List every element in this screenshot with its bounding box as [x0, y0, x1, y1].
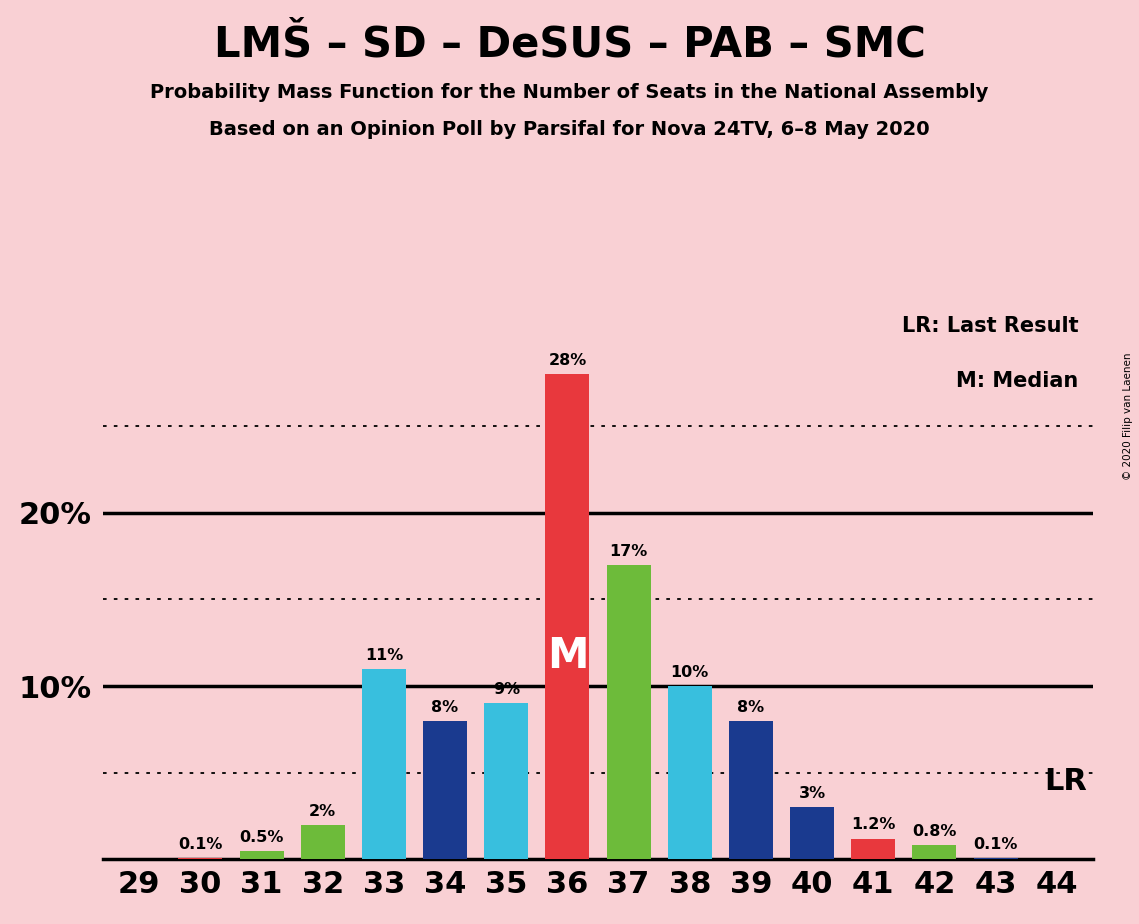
Bar [546, 374, 589, 859]
Text: 9%: 9% [493, 682, 519, 698]
Text: 11%: 11% [364, 648, 403, 663]
Bar [667, 686, 712, 859]
Text: © 2020 Filip van Laenen: © 2020 Filip van Laenen [1123, 352, 1133, 480]
Text: 2%: 2% [309, 804, 336, 819]
Bar [179, 857, 222, 859]
Bar [484, 703, 528, 859]
Text: 0.1%: 0.1% [178, 836, 222, 852]
Text: Probability Mass Function for the Number of Seats in the National Assembly: Probability Mass Function for the Number… [150, 83, 989, 103]
Text: M: Median: M: Median [957, 371, 1079, 392]
Text: Based on an Opinion Poll by Parsifal for Nova 24TV, 6–8 May 2020: Based on an Opinion Poll by Parsifal for… [210, 120, 929, 140]
Text: 1.2%: 1.2% [851, 818, 895, 833]
Bar [362, 669, 405, 859]
Text: 17%: 17% [609, 543, 648, 559]
Bar [239, 851, 284, 859]
Text: LMŠ – SD – DeSUS – PAB – SMC: LMŠ – SD – DeSUS – PAB – SMC [214, 23, 925, 65]
Bar [912, 845, 957, 859]
Bar [790, 808, 834, 859]
Text: 8%: 8% [432, 699, 459, 714]
Text: 0.5%: 0.5% [239, 830, 284, 845]
Text: 0.1%: 0.1% [974, 836, 1018, 852]
Bar [974, 857, 1017, 859]
Text: 10%: 10% [671, 665, 708, 680]
Bar [851, 839, 895, 859]
Bar [729, 721, 773, 859]
Bar [607, 565, 650, 859]
Text: 3%: 3% [798, 786, 826, 801]
Text: M: M [547, 635, 588, 676]
Bar [423, 721, 467, 859]
Bar [301, 824, 345, 859]
Text: 0.8%: 0.8% [912, 824, 957, 839]
Text: 28%: 28% [548, 353, 587, 368]
Text: LR: LR [1044, 767, 1088, 796]
Text: LR: Last Result: LR: Last Result [902, 316, 1079, 336]
Text: 8%: 8% [737, 699, 764, 714]
